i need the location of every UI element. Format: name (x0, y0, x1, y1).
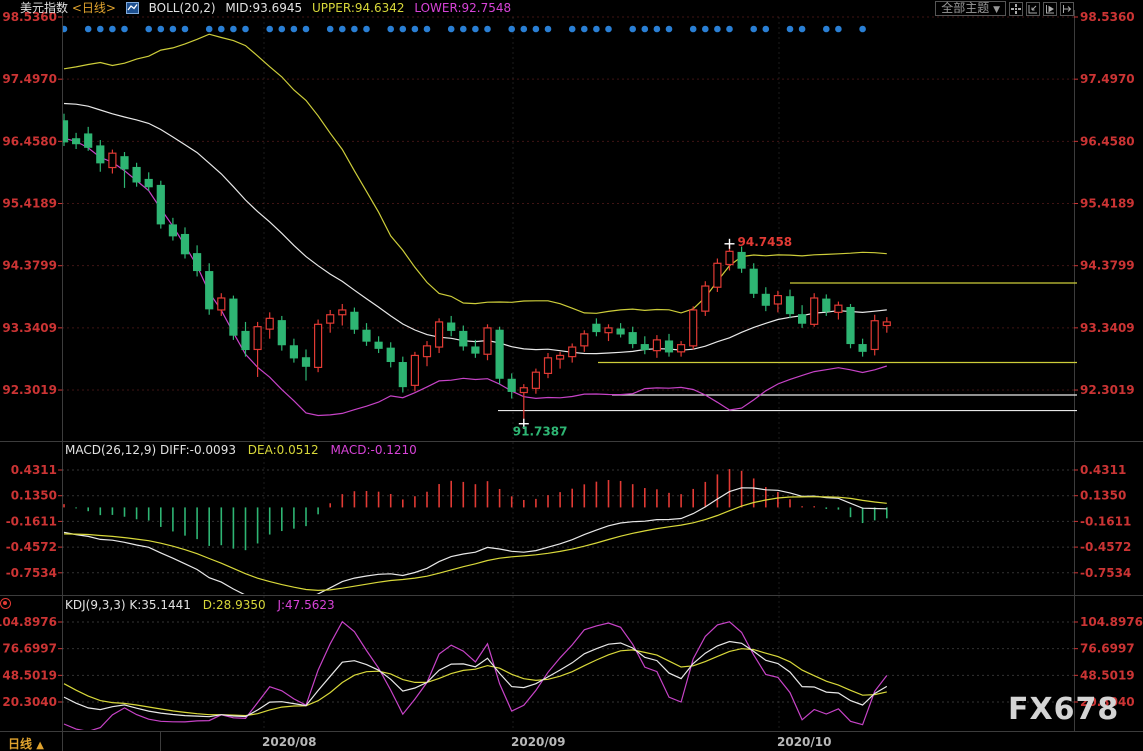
svg-text:93.3409: 93.3409 (1080, 321, 1135, 335)
watermark: FX678 (1008, 692, 1120, 727)
macd-title-diff: MACD(26,12,9) DIFF:-0.0093 (65, 443, 236, 457)
svg-text:104.8976: 104.8976 (0, 615, 57, 629)
main-gridlines (62, 16, 1074, 391)
macd-axis-labels: 0.4311 0.4311 0.1350 0.1350 -0.1611 -0.1611 -0… (6, 463, 1132, 580)
record-dot-icon (0, 598, 11, 609)
svg-text:92.3019: 92.3019 (2, 383, 57, 397)
triangle-up-icon: ▲ (36, 740, 44, 751)
svg-text:94.3799: 94.3799 (2, 259, 57, 273)
macd-histogram (63, 469, 888, 551)
k-line (63, 640, 888, 718)
svg-text:76.6997: 76.6997 (1080, 642, 1135, 656)
svg-text:95.4189: 95.4189 (1080, 197, 1135, 211)
price-annotations: 94.7458 91.7387 (513, 235, 792, 439)
chart-toolbar: 全部主题 ▼ (935, 1, 1074, 16)
fit-left-icon[interactable] (1026, 1, 1040, 16)
shift-right-icon[interactable] (1060, 1, 1074, 16)
x-axis-label: 2020/09 (511, 735, 566, 749)
period-tag[interactable]: <日线> (71, 1, 116, 15)
divider (160, 732, 161, 751)
dea-line (63, 496, 887, 592)
svg-text:97.4970: 97.4970 (2, 72, 57, 86)
period-toggle[interactable]: 日线 ▲ (8, 735, 44, 751)
trend-lines[interactable] (498, 282, 1077, 412)
svg-text:76.6997: 76.6997 (2, 642, 57, 656)
macd-gridlines (62, 469, 1074, 574)
svg-text:-0.7534: -0.7534 (1080, 566, 1131, 580)
month-gridlines (263, 17, 780, 730)
svg-text:0.1350: 0.1350 (11, 489, 57, 503)
svg-text:98.5360: 98.5360 (1080, 10, 1135, 24)
svg-text:0.4311: 0.4311 (11, 463, 57, 477)
svg-text:92.3019: 92.3019 (1080, 383, 1135, 397)
symbol-name: 美元指数 (20, 1, 69, 15)
chevron-down-icon: ▼ (993, 5, 1000, 15)
svg-text:20.3040: 20.3040 (1080, 695, 1135, 709)
kdj-title-k: KDJ(9,3,3) K:35.1441 (65, 598, 191, 612)
x-axis-label: 2020/08 (262, 735, 317, 749)
low-price-label: 91.7387 (513, 425, 568, 439)
kdj-axis-labels: 104.8976 104.8976 76.6997 76.6997 48.5019 48.… (0, 615, 1143, 709)
kdj-header: KDJ(9,3,3) K:35.1441 D:28.9350 J:47.5623 (65, 598, 343, 612)
svg-text:-0.4572: -0.4572 (6, 540, 57, 554)
boll-params: BOLL(20,2) (148, 1, 216, 15)
diff-line (63, 487, 887, 594)
svg-text:-0.4572: -0.4572 (1080, 540, 1131, 554)
svg-text:48.5019: 48.5019 (1080, 668, 1135, 682)
macd-pane[interactable] (62, 442, 1074, 594)
boll-upper-value: UPPER:94.6342 (312, 1, 405, 15)
boll-lower-value: LOWER:92.7548 (414, 1, 512, 15)
instrument-header: 美元指数 <日线> BOLL(20,2) MID:93.6945 UPPER:9… (20, 1, 517, 16)
svg-text:0.1350: 0.1350 (1080, 489, 1126, 503)
svg-text:97.4970: 97.4970 (1080, 72, 1135, 86)
high-price-label: 94.7458 (738, 235, 793, 249)
svg-text:95.4189: 95.4189 (2, 197, 57, 211)
x-axis-label: 2020/10 (777, 735, 832, 749)
svg-text:-0.1611: -0.1611 (6, 514, 57, 528)
kdj-pane[interactable] (62, 596, 1074, 730)
kdj-d-value: D:28.9350 (202, 598, 266, 612)
fit-right-icon[interactable] (1043, 1, 1057, 16)
event-dots[interactable] (61, 25, 866, 33)
svg-text:20.3040: 20.3040 (2, 695, 57, 709)
themes-dropdown-label: 全部主题 (941, 1, 990, 15)
main-axis-labels: 98.5360 98.5360 97.4970 97.4970 96.4580 96.45… (2, 10, 1134, 397)
kdj-j-value: J:47.5623 (277, 598, 335, 612)
mini-chart-icon (125, 2, 139, 18)
j-line (63, 620, 888, 730)
svg-text:96.4580: 96.4580 (2, 134, 57, 148)
macd-value: MACD:-0.1210 (330, 443, 417, 457)
boll-mid-value: MID:93.6945 (225, 1, 303, 15)
svg-text:96.4580: 96.4580 (1080, 134, 1135, 148)
svg-text:104.8976: 104.8976 (1080, 615, 1143, 629)
svg-text:-0.7534: -0.7534 (6, 566, 57, 580)
themes-dropdown[interactable]: 全部主题 ▼ (935, 1, 1006, 16)
svg-text:93.3409: 93.3409 (2, 321, 57, 335)
main-chart-pane[interactable] (62, 11, 1074, 440)
svg-text:0.4311: 0.4311 (1080, 463, 1126, 477)
macd-dea-value: DEA:0.0512 (247, 443, 319, 457)
candlestick-series (63, 113, 891, 424)
svg-text:94.3799: 94.3799 (1080, 259, 1135, 273)
divider (62, 732, 63, 751)
macd-header: MACD(26,12,9) DIFF:-0.0093 DEA:0.0512 MA… (65, 443, 425, 457)
time-axis-bar: 日线 ▲ 2020/08 2020/09 2020/10 (0, 731, 1143, 751)
pan-icon[interactable] (1009, 1, 1023, 16)
period-toggle-label: 日线 (8, 737, 33, 751)
svg-text:-0.1611: -0.1611 (1080, 514, 1131, 528)
svg-text:98.5360: 98.5360 (2, 10, 57, 24)
svg-text:48.5019: 48.5019 (2, 668, 57, 682)
